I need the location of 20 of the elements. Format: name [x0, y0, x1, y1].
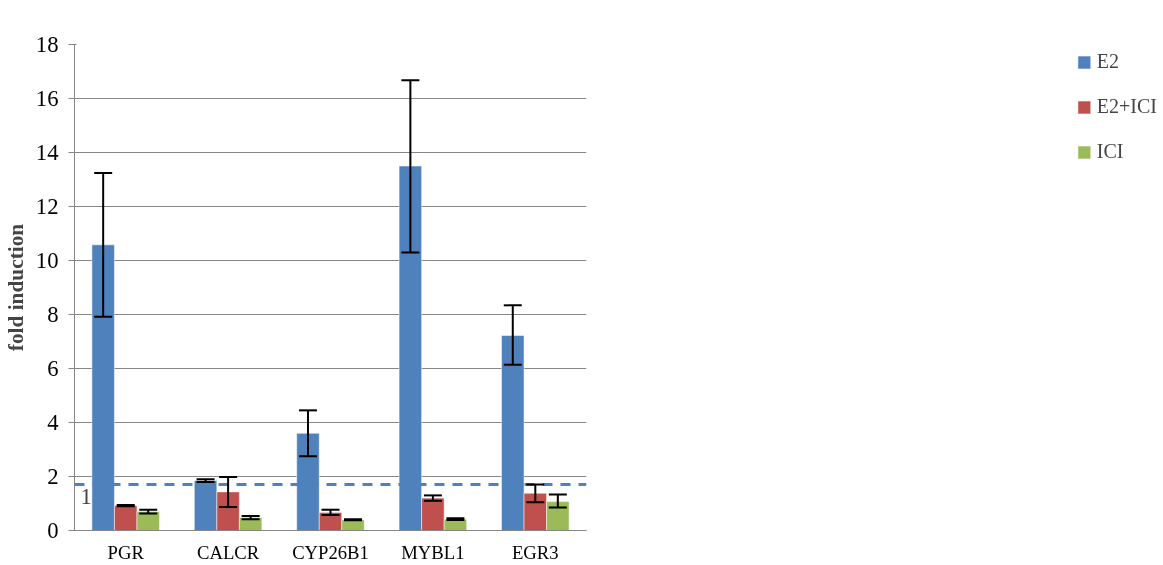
y-tick-label: 18	[35, 32, 59, 57]
y-tick-label: 16	[35, 86, 59, 111]
y-axis-title: fold induction	[3, 223, 28, 352]
x-tick-label: EGR3	[511, 541, 559, 563]
x-tick-label: CALCR	[197, 541, 260, 563]
y-tick-label: 4	[47, 410, 59, 435]
x-tick-label: PGR	[107, 541, 145, 563]
annotation: 1	[80, 483, 92, 509]
x-tick-label: MYBL1	[401, 541, 465, 563]
y-tick-label: 2	[47, 464, 59, 489]
y-tick-label: 12	[35, 194, 59, 219]
y-tick-label: 6	[47, 356, 59, 381]
y-tick-label: 8	[47, 302, 59, 327]
y-tick-label: 0	[47, 518, 59, 543]
x-tick-label: CYP26B1	[292, 541, 369, 563]
y-tick-label: 10	[35, 248, 59, 273]
legend-label: ICI	[1096, 140, 1124, 163]
legend-label: E2	[1096, 50, 1120, 73]
legend-label: E2+ICI	[1096, 95, 1157, 118]
y-tick-label: 14	[35, 140, 59, 165]
